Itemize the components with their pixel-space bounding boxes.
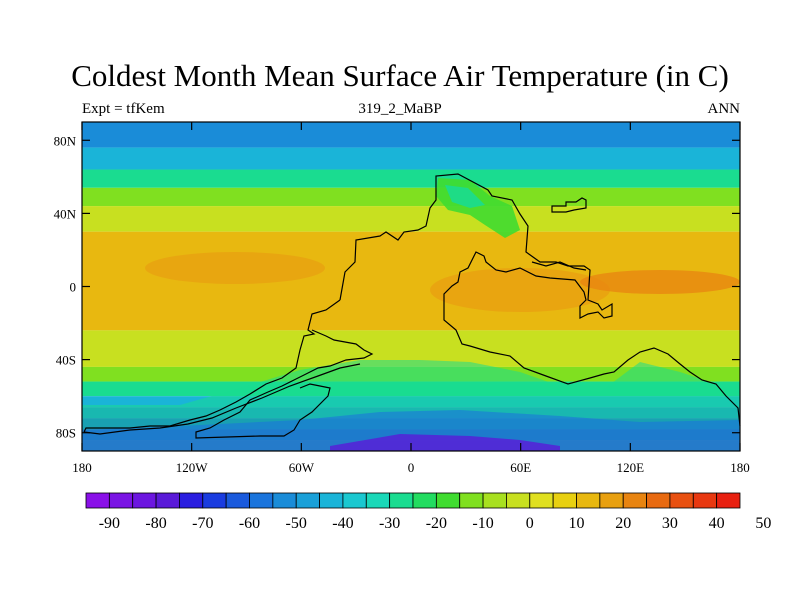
lon-tick-label: 60W: [289, 460, 315, 475]
coastline-east-peninsula: [531, 261, 587, 271]
colorbar-box: [342, 492, 367, 509]
run-label: 319_2_MaBP: [358, 101, 442, 117]
lat-tick-label: 40S: [56, 353, 76, 368]
lon-tick-label: 180: [730, 460, 750, 475]
colorbar-box: [482, 492, 507, 509]
lat-tick-label: 40N: [54, 206, 77, 221]
colorbar-label: 0: [526, 515, 534, 532]
temperature-band-1: [82, 147, 740, 170]
colorbar-label: -20: [426, 515, 447, 532]
colorbar-box: [389, 492, 414, 509]
temperature-band-3: [82, 187, 740, 207]
lat-tick-label: 80S: [56, 426, 76, 441]
coastline-central-continent: [339, 173, 741, 427]
colorbar-box: [108, 492, 134, 509]
lon-tick-label: 60E: [510, 460, 531, 475]
colorbar-label: 50: [755, 515, 771, 532]
colorbar-box: [85, 492, 110, 509]
colorbar-box: [669, 492, 694, 509]
colorbar-label: 30: [662, 515, 678, 532]
colorbar-label: 40: [709, 515, 725, 532]
map-title: Coldest Month Mean Surface Air Temperatu…: [71, 58, 729, 93]
colorbar-box: [692, 492, 718, 509]
colorbar-box: [249, 492, 274, 509]
temperature-band-4: [82, 206, 740, 232]
cold-region-north-inner: [445, 185, 485, 208]
experiment-label: Expt = tfKem: [82, 101, 165, 117]
colorbar-box: [202, 492, 227, 509]
colorbar-box: [179, 492, 204, 509]
lon-tick-label: 120W: [176, 460, 209, 475]
colorbar-box: [319, 492, 344, 509]
lat-tick-label: 0: [70, 280, 77, 295]
temperature-field: [82, 122, 740, 451]
colorbar-box: [599, 492, 624, 509]
coastline-east-island: [551, 197, 587, 213]
colorbar-box: [225, 492, 250, 509]
colorbar-box: [155, 492, 180, 509]
colorbar-label: -90: [99, 515, 120, 532]
colorbar-box: [435, 492, 461, 509]
temperature-band-2: [82, 169, 740, 188]
colorbar-box: [365, 492, 391, 509]
colorbar-label: -80: [145, 515, 166, 532]
warm-region-pacific: [145, 252, 325, 284]
colorbar-label: -30: [379, 515, 400, 532]
lat-axis: 80N 40N 0 40S 80S: [54, 133, 740, 441]
lat-tick-label: 80N: [54, 133, 77, 148]
colorbar-box: [412, 492, 437, 509]
colorbar-box: [506, 492, 531, 509]
colorbar-box: [272, 492, 297, 509]
colorbar-box: [622, 492, 647, 509]
colorbar-box: [529, 492, 554, 509]
colorbar: [85, 492, 741, 509]
colorbar-box: [576, 492, 601, 509]
colorbar-label: -60: [239, 515, 260, 532]
lon-axis: 180 120W 60W 0 60E 120E 180: [72, 122, 750, 475]
colorbar-box: [295, 492, 320, 509]
warm-region-east: [580, 270, 740, 294]
coastline-west-margin: [83, 299, 341, 433]
cold-region-antarctic: [82, 410, 740, 451]
colorbar-box: [716, 492, 741, 509]
colorbar-label: 10: [569, 515, 585, 532]
lon-tick-label: 120E: [617, 460, 645, 475]
colorbar-box: [646, 492, 671, 509]
lon-tick-label: 0: [408, 460, 415, 475]
colorbar-label: -10: [472, 515, 493, 532]
colorbar-box: [132, 492, 157, 509]
coastline-south-strip: [83, 363, 361, 435]
colorbar-label: -40: [332, 515, 353, 532]
coldest-region-antarctic: [330, 434, 560, 451]
colorbar-box: [552, 492, 577, 509]
period-label: ANN: [707, 101, 741, 117]
lon-tick-label: 180: [72, 460, 92, 475]
colorbar-label: -50: [286, 515, 307, 532]
coastlines: [83, 173, 741, 439]
coastline-inner-ridge: [195, 329, 374, 439]
colorbar-label: -70: [192, 515, 213, 532]
colorbar-box: [459, 492, 484, 509]
colorbar-label: 20: [615, 515, 631, 532]
colorbar-labels: -90 -80 -70 -60 -50 -40 -30 -20 -10 0 10 20 30 40 50: [99, 515, 772, 532]
